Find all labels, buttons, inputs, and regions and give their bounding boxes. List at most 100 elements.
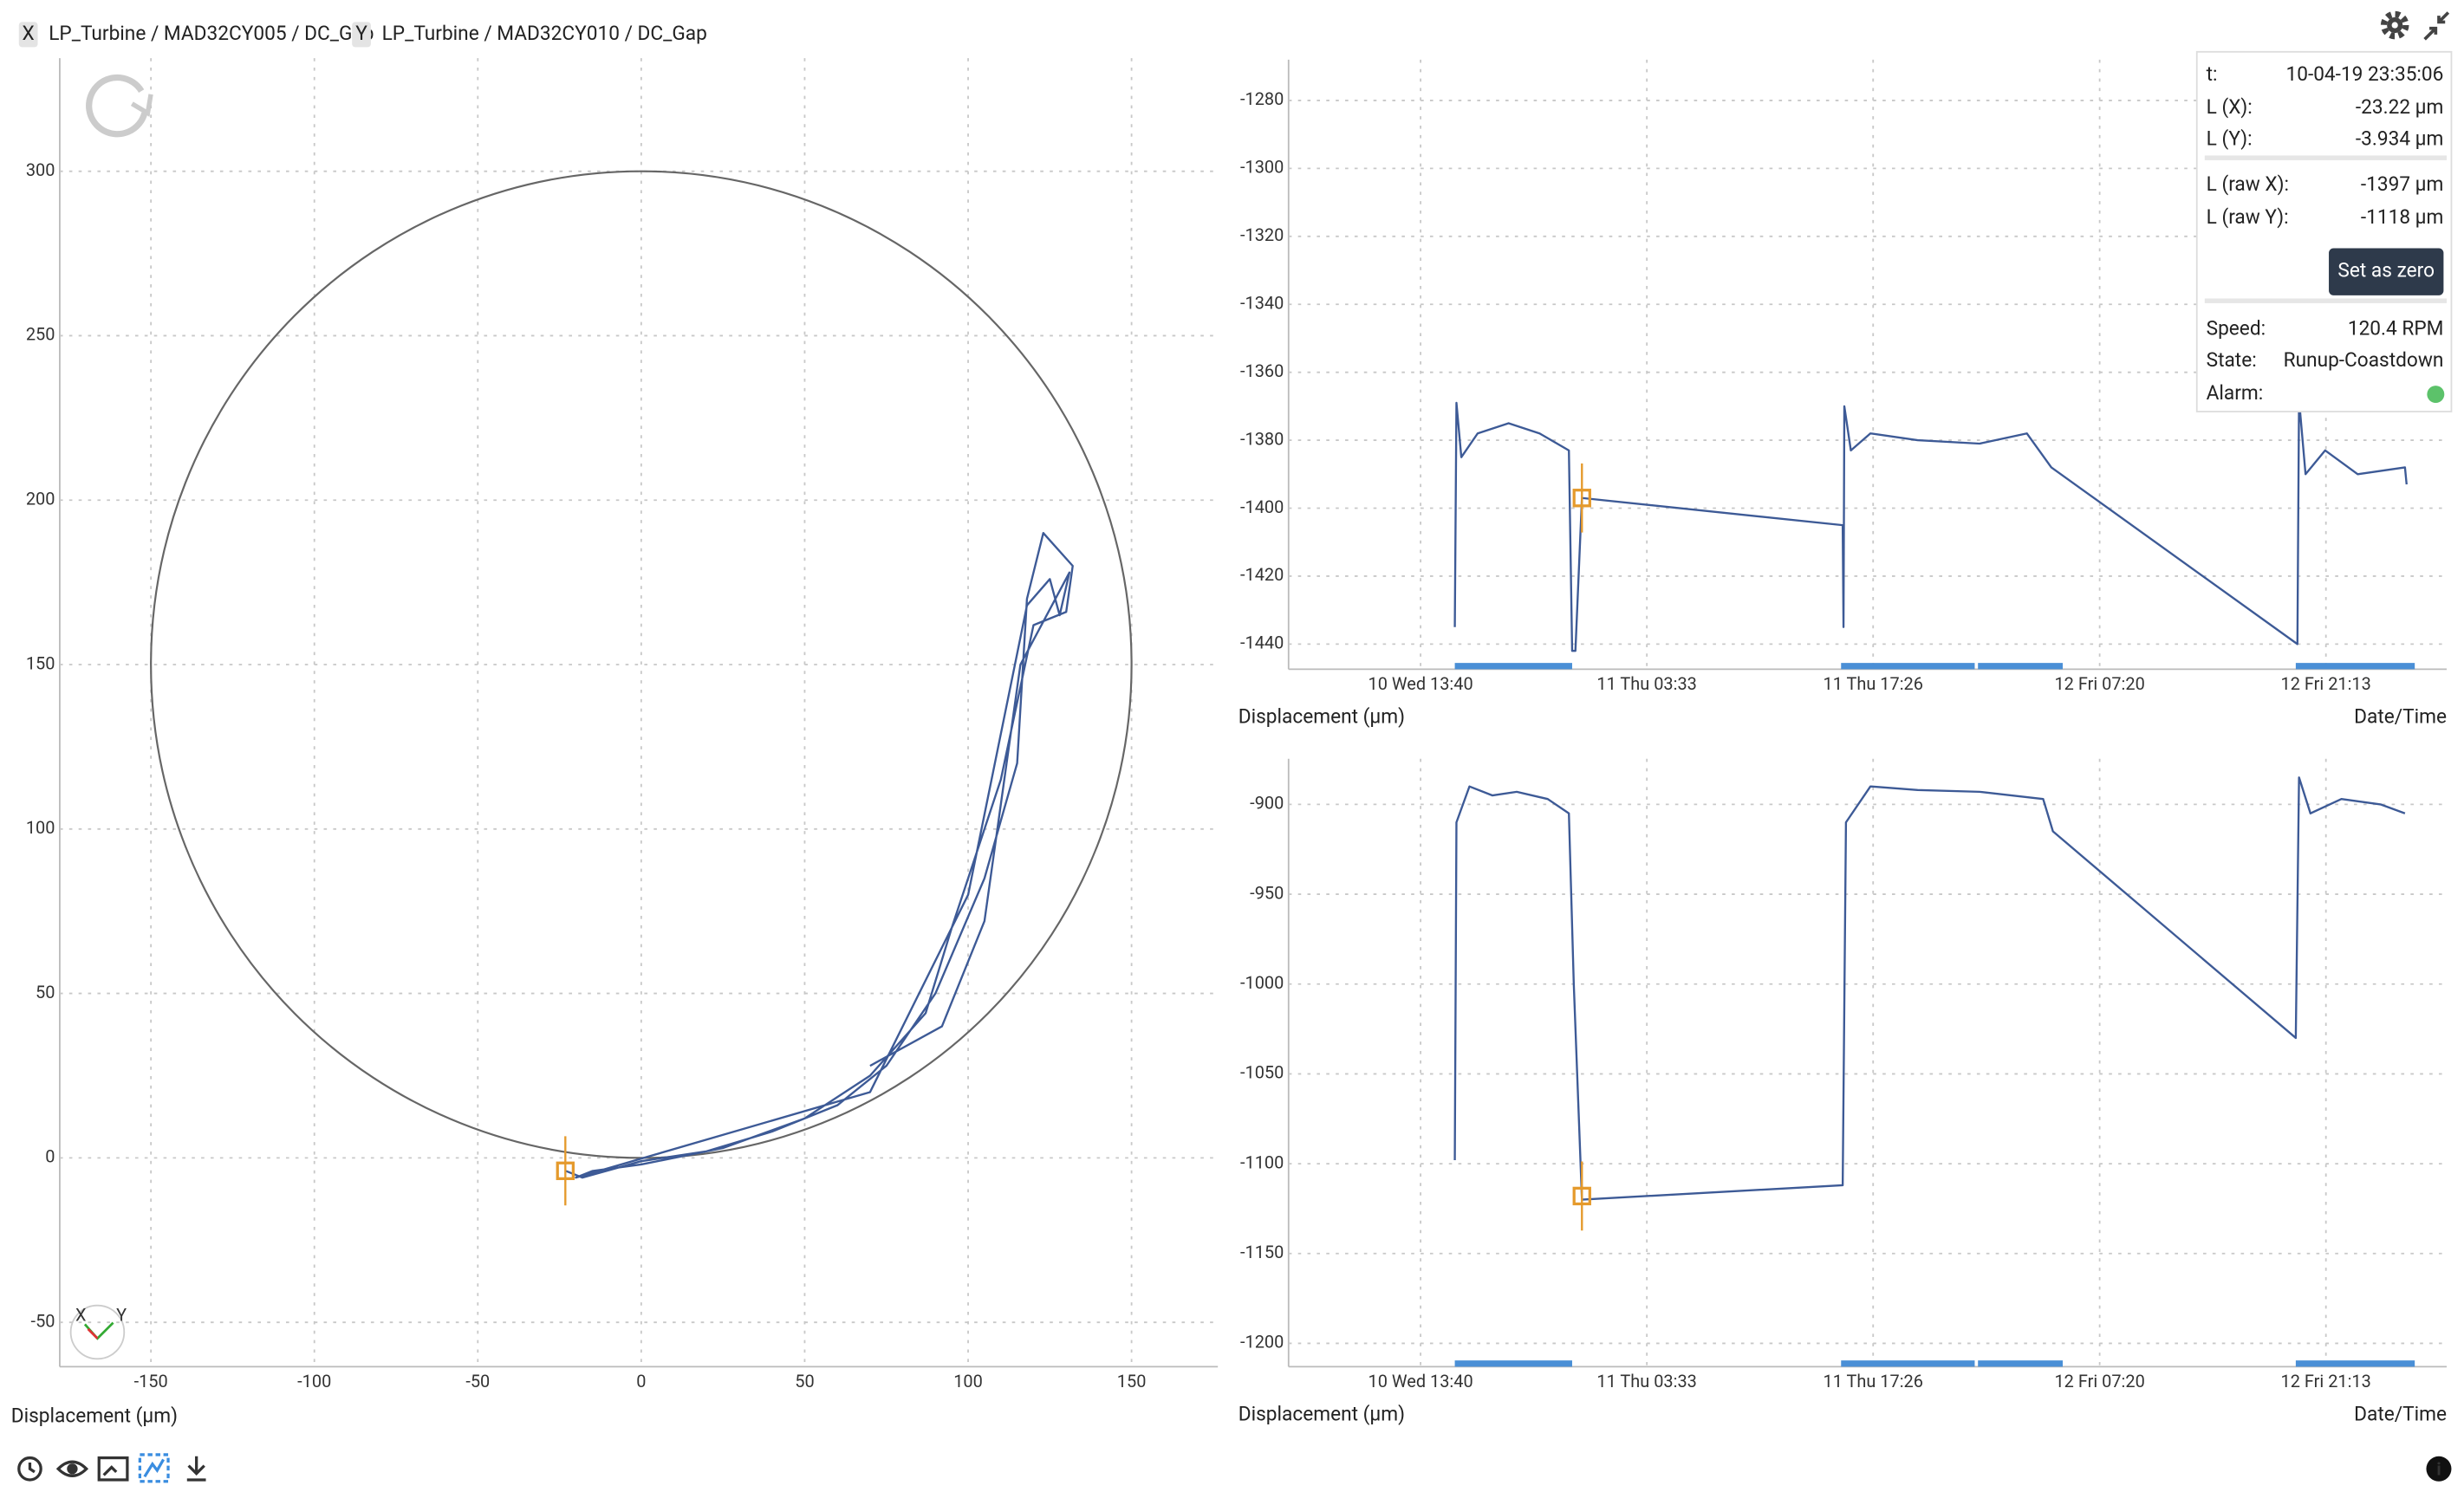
svg-text:i: i [2436, 1459, 2441, 1479]
x-tick-label: 12 Fri 07:20 [2054, 1372, 2144, 1391]
availability-bar [1841, 663, 1975, 670]
info-label: L (Y): [2207, 126, 2253, 150]
availability-bar [1841, 1360, 1975, 1367]
info-value: 10-04-19 23:35:06 [2285, 62, 2443, 86]
panel-bg [2195, 50, 2453, 412]
history-icon[interactable] [17, 1456, 42, 1482]
divider [2204, 298, 2448, 303]
x-tick-label: 150 [1117, 1372, 1147, 1391]
y-tick-label: -1420 [1240, 565, 1284, 585]
y-tick-label: 200 [26, 489, 55, 509]
download-icon[interactable] [186, 1456, 206, 1482]
alarm-indicator [2427, 386, 2445, 404]
chart: 10 Wed 13:40 11 Thu 03:33 11 Thu 17:26 12 F… [1239, 758, 2447, 1426]
info-label: t: [2207, 62, 2218, 86]
x-tag: X [23, 22, 35, 45]
x-tick-label: 10 Wed 13:40 [1369, 1372, 1473, 1391]
x-tick-label: 11 Thu 03:33 [1596, 1372, 1696, 1391]
axis-label: Date/Time [2354, 705, 2447, 729]
cursor-box [1572, 489, 1591, 508]
availability-bar [1978, 663, 2063, 670]
y-tick-label: -950 [1250, 883, 1284, 903]
cursor-marker [556, 1136, 575, 1206]
cursor-box [1572, 1186, 1591, 1206]
view-icon[interactable] [55, 1460, 89, 1478]
availability-bar [1454, 663, 1572, 670]
y-tick-label: 50 [36, 983, 55, 1002]
axis-label: Displacement (µm) [1239, 1403, 1405, 1426]
svg-text:X: X [75, 1306, 87, 1326]
cursor-marker [1572, 463, 1591, 533]
info-value: -23.22 µm [2356, 95, 2444, 119]
y-tick-label: -1000 [1240, 973, 1284, 993]
y-tick-label: 150 [26, 653, 55, 673]
x-tick-label: -50 [465, 1372, 490, 1391]
y-tick-label: -1380 [1240, 429, 1284, 449]
axis-label: Date/Time [2354, 1403, 2447, 1426]
info-panel: t: 10-04-19 23:35:06 L (X): -23.22 µm L (Y):… [2195, 50, 2453, 412]
status-label: Speed: [2207, 317, 2266, 341]
toolbar [17, 1453, 206, 1483]
info-value: -1118 µm [2361, 205, 2444, 229]
axis-label: Displacement (µm) [1239, 705, 1405, 729]
y-tick-label: -1360 [1240, 361, 1284, 381]
y-tick-label: 100 [26, 818, 55, 838]
y-tick-label: -1200 [1240, 1333, 1284, 1353]
y-tick-label: -1280 [1240, 89, 1284, 109]
x-tick-label: 11 Thu 17:26 [1824, 1372, 1923, 1391]
data-line [1453, 776, 2406, 1201]
y-tick-label: -1400 [1240, 497, 1284, 517]
status-value: 120.4 RPM [2348, 317, 2444, 341]
y-tag: Y [355, 22, 367, 45]
y-tick-label: -50 [31, 1311, 55, 1331]
image-icon[interactable] [97, 1456, 129, 1482]
x-channel[interactable]: LP_Turbine / MAD32CY005 / DC_Gap [49, 22, 374, 45]
collapse-icon[interactable] [2423, 11, 2450, 41]
info-icon[interactable]: i [2426, 1456, 2452, 1482]
y-tick-label: -1050 [1240, 1063, 1284, 1083]
status-label: State: [2207, 348, 2257, 372]
reset-orbit-icon[interactable] [86, 74, 153, 138]
y-tick-label: -1340 [1240, 293, 1284, 313]
x-tick-label: -100 [297, 1372, 331, 1391]
tag-bg [18, 22, 38, 48]
x-tick-label: 0 [636, 1372, 646, 1391]
y-tick-label: -1150 [1240, 1242, 1284, 1262]
availability-bar [2295, 1360, 2415, 1367]
x-tick-label: 12 Fri 07:20 [2054, 674, 2144, 694]
data-line [565, 532, 1074, 1179]
x-tick-label: 10 Wed 13:40 [1369, 674, 1473, 694]
cursor-box [556, 1161, 575, 1181]
set-zero-button[interactable]: Set as zero [2329, 248, 2444, 295]
y-tick-label: 250 [26, 325, 55, 345]
y-tick-label: -1100 [1240, 1152, 1284, 1172]
x-tick-label: 11 Thu 03:33 [1596, 674, 1696, 694]
axis-label: Displacement (µm) [11, 1404, 178, 1427]
info-label: L (raw X): [2207, 172, 2289, 196]
y-tick-label: 300 [26, 160, 55, 180]
y-tick-label: -1300 [1240, 158, 1284, 178]
x-tick-label: 11 Thu 17:26 [1824, 674, 1923, 694]
x-tick-label: 50 [795, 1372, 814, 1391]
settings-icon[interactable] [2380, 10, 2409, 40]
x-tick-label: 100 [953, 1372, 983, 1391]
svg-text:Y: Y [116, 1306, 127, 1326]
y-tick-label: -1440 [1240, 633, 1284, 653]
info-label: L (raw Y): [2207, 205, 2289, 229]
cursor-marker [1572, 1161, 1591, 1231]
alarm-label: Alarm: [2207, 381, 2264, 405]
availability-bar [1454, 1360, 1572, 1367]
y-channel[interactable]: LP_Turbine / MAD32CY010 / DC_Gap [382, 22, 707, 45]
y-tick-label: -1320 [1240, 225, 1284, 245]
info-value: -3.934 µm [2356, 126, 2444, 150]
orbit-mode-icon[interactable] [138, 1453, 170, 1483]
y-tick-label: -900 [1250, 794, 1284, 814]
availability-bar [2295, 663, 2415, 670]
info-label: L (X): [2207, 95, 2253, 119]
x-tick-label: -150 [134, 1372, 168, 1391]
chart: -150 -100 -50 0 50 100 150 -50 0 50 100 150 200 250 30… [11, 58, 1219, 1427]
divider [2204, 155, 2448, 160]
